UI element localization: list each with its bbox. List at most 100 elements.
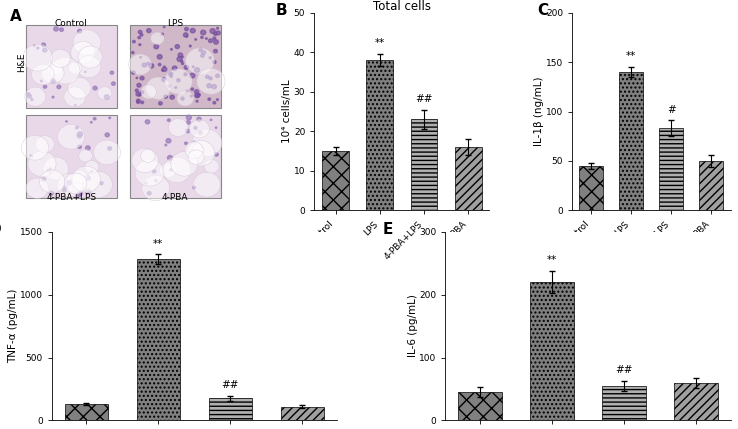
Circle shape: [33, 45, 35, 46]
Circle shape: [97, 87, 112, 100]
Circle shape: [128, 54, 151, 75]
Circle shape: [170, 95, 174, 99]
Circle shape: [201, 30, 206, 35]
Circle shape: [79, 150, 92, 162]
Circle shape: [146, 77, 170, 99]
Bar: [455, 147, 481, 210]
Y-axis label: IL-1β (ng/mL): IL-1β (ng/mL): [534, 77, 545, 146]
Circle shape: [147, 29, 151, 33]
Circle shape: [194, 127, 197, 129]
Circle shape: [193, 141, 196, 143]
Circle shape: [141, 101, 144, 104]
Circle shape: [105, 133, 109, 137]
Circle shape: [133, 40, 135, 43]
Circle shape: [181, 60, 183, 62]
Circle shape: [195, 90, 199, 94]
Circle shape: [131, 51, 134, 54]
Circle shape: [170, 48, 172, 50]
Circle shape: [208, 39, 213, 42]
Circle shape: [191, 88, 193, 90]
Circle shape: [86, 190, 91, 194]
Circle shape: [215, 127, 217, 128]
Circle shape: [77, 145, 81, 148]
Circle shape: [190, 120, 210, 138]
Circle shape: [213, 32, 217, 35]
Circle shape: [93, 118, 96, 120]
Bar: [579, 166, 604, 210]
Circle shape: [196, 100, 198, 102]
Circle shape: [28, 151, 56, 177]
Bar: [137, 260, 180, 420]
Circle shape: [64, 87, 86, 107]
Circle shape: [139, 94, 141, 96]
Circle shape: [52, 96, 54, 98]
Circle shape: [57, 85, 61, 89]
Circle shape: [41, 80, 42, 82]
Circle shape: [178, 53, 182, 57]
Circle shape: [77, 132, 83, 136]
Circle shape: [182, 63, 184, 65]
Circle shape: [157, 54, 162, 59]
Circle shape: [159, 102, 162, 105]
Circle shape: [140, 33, 143, 36]
Circle shape: [141, 149, 155, 163]
Circle shape: [215, 153, 218, 156]
Circle shape: [136, 77, 138, 79]
Circle shape: [43, 157, 69, 180]
Circle shape: [138, 36, 140, 39]
Circle shape: [148, 192, 151, 195]
Circle shape: [192, 129, 222, 157]
Circle shape: [58, 124, 85, 149]
Circle shape: [182, 56, 183, 57]
Circle shape: [26, 178, 49, 199]
Circle shape: [186, 129, 190, 133]
Text: 4-PBA+LPS: 4-PBA+LPS: [46, 193, 96, 202]
Text: 4-PBA: 4-PBA: [162, 193, 188, 202]
Circle shape: [21, 136, 49, 160]
Circle shape: [162, 69, 164, 71]
Circle shape: [188, 150, 204, 164]
Circle shape: [216, 99, 218, 100]
Bar: [367, 60, 393, 210]
Circle shape: [176, 79, 180, 82]
Circle shape: [64, 173, 87, 194]
Circle shape: [201, 54, 204, 57]
Text: ##: ##: [615, 365, 632, 375]
Circle shape: [131, 148, 159, 172]
Circle shape: [46, 169, 52, 173]
Circle shape: [27, 93, 30, 96]
Text: Control: Control: [55, 19, 88, 28]
Circle shape: [73, 30, 101, 55]
Circle shape: [184, 66, 188, 69]
Circle shape: [142, 63, 146, 67]
Circle shape: [83, 171, 112, 198]
Text: #: #: [667, 105, 676, 115]
Circle shape: [169, 73, 171, 76]
Circle shape: [151, 32, 164, 44]
Text: **: **: [375, 38, 385, 48]
Bar: [411, 119, 438, 210]
Bar: [602, 386, 646, 420]
Circle shape: [193, 186, 196, 189]
Circle shape: [77, 29, 82, 33]
Circle shape: [91, 121, 92, 123]
Text: C: C: [537, 3, 548, 18]
Circle shape: [37, 47, 39, 49]
Circle shape: [71, 41, 95, 63]
Text: E: E: [382, 222, 393, 237]
Circle shape: [66, 181, 72, 185]
Circle shape: [159, 63, 161, 66]
Circle shape: [195, 68, 199, 73]
Circle shape: [137, 101, 139, 103]
Circle shape: [197, 117, 201, 121]
Circle shape: [135, 160, 165, 186]
Text: ##: ##: [221, 380, 239, 390]
Bar: [209, 399, 252, 420]
Circle shape: [85, 160, 99, 173]
Circle shape: [213, 49, 218, 53]
Bar: [130, 115, 221, 198]
Bar: [323, 151, 349, 210]
Circle shape: [154, 45, 159, 49]
Circle shape: [194, 143, 196, 145]
Circle shape: [77, 56, 101, 78]
